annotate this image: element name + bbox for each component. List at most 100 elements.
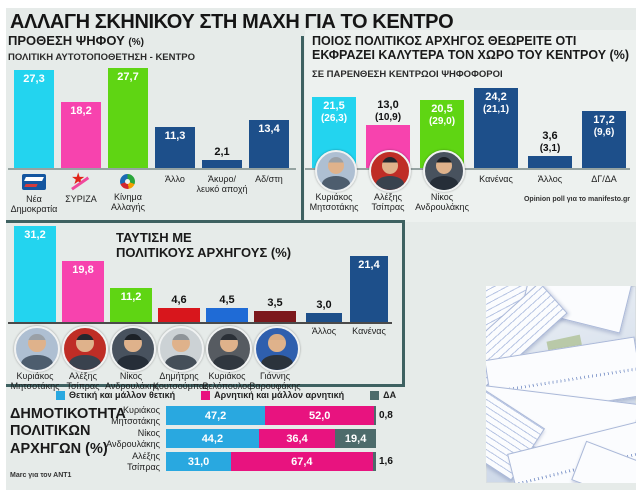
divider-horizontal-lower xyxy=(6,384,405,387)
segment-da xyxy=(372,452,376,471)
bar-value: 3,0 xyxy=(316,298,332,311)
bar-velopoulos: 4,5 xyxy=(206,294,248,322)
bar-value: 18,2 xyxy=(70,105,92,118)
divider-vertical-middle xyxy=(402,220,405,387)
category-label: Κίνημα Αλλαγής xyxy=(111,192,145,213)
x-axis xyxy=(8,168,296,170)
divider-horizontal-upper xyxy=(6,220,405,223)
category-label: Κυριάκος Βελόπουλος xyxy=(202,371,252,392)
bar-varoufakis: 3,5 xyxy=(254,297,296,322)
bar-blank: 2,1 xyxy=(202,146,242,168)
popularity-title: ΔΗΜΟΤΙΚΟΤΗΤΑ ΠΟΛΙΤΙΚΩΝ ΑΡΧΗΓΩΝ (%) xyxy=(10,406,126,457)
bar-subvalue: (21,1) xyxy=(482,104,510,116)
legend-item-da: ΔΑ xyxy=(370,390,396,400)
bar-nobody: 21,4 xyxy=(350,256,388,322)
category-label: Κυριάκος Μητσοτάκης xyxy=(309,192,359,213)
popularity-row-tsipras: Αλέξης Τσίπρας 31,0 67,4 1,6 xyxy=(8,451,478,471)
category-label: Δημήτρης Κουτσούμπας xyxy=(153,371,209,392)
bar-value: 17,2 xyxy=(593,114,615,127)
category-label: Γιάννης Βαρουφάκης xyxy=(249,371,301,392)
category-label: ΔΓ/ΔΑ xyxy=(591,174,617,184)
bar-value: 4,5 xyxy=(219,294,235,307)
bar-value: 13,4 xyxy=(258,122,280,135)
category-label: Κανένας xyxy=(352,326,386,336)
bar-nd: 27,3 xyxy=(14,69,54,168)
tsipras-avatar-icon xyxy=(369,150,411,192)
varoufakis-avatar-icon xyxy=(254,326,300,372)
segment-positive: 47,2 xyxy=(166,406,266,425)
segment-negative: 52,0 xyxy=(265,406,375,425)
koutsoumpas-avatar-icon xyxy=(158,326,204,372)
vote-intention-subtitle: ΠΟΛΙΤΙΚΗ ΑΥΤΟΤΟΠΟΘΕΤΗΣΗ - ΚΕΝΤΡΟ xyxy=(8,51,196,63)
center-leader-chart: ΠΟΙΟΣ ΠΟΛΙΤΙΚΟΣ ΑΡΧΗΓΟΣ ΘΕΩΡΕΙΤΕ ΟΤΙ ΕΚΦ… xyxy=(305,34,636,220)
divider-vertical-top xyxy=(301,36,304,220)
bar-syriza: 18,2 xyxy=(61,102,101,168)
x-axis xyxy=(305,168,630,170)
bar-value: 20,5 xyxy=(431,103,453,116)
bar-subvalue: (3,1) xyxy=(539,143,561,155)
identification-title: ΤΑΥΤΙΣΗ ΜΕ ΠΟΛΙΤΙΚΟΥΣ ΑΡΧΗΓΟΥΣ (%) xyxy=(116,230,292,260)
mitsotakis-avatar-icon xyxy=(315,150,357,192)
bar-koutsoumpas: 4,6 xyxy=(158,294,200,322)
bar-value: 21,4 xyxy=(358,259,380,272)
row-label: Κυριάκος Μητσοτάκης xyxy=(111,405,160,426)
vote-intention-title: ΠΡΟΘΕΣΗ ΨΗΦΟΥ (%) xyxy=(8,33,144,48)
bar-value: 11,3 xyxy=(164,130,186,143)
segment-positive: 44,2 xyxy=(166,429,259,448)
bar-value: 3,6 xyxy=(542,129,558,142)
mitsotakis-avatar-icon xyxy=(14,326,60,372)
bar-other: 3,0 xyxy=(306,299,342,322)
bar-mitsotakis: 31,2 xyxy=(14,226,56,322)
popularity-row-mitsotakis: Κυριάκος Μητσοτάκης 47,2 52,0 0,8 xyxy=(8,405,478,426)
category-label: Κανένας xyxy=(479,174,513,184)
bar-value: 31,2 xyxy=(24,229,46,242)
bar-value: 4,6 xyxy=(171,293,187,306)
category-label: Αδ/στη xyxy=(255,174,283,184)
trailing-value: 1,6 xyxy=(378,456,393,467)
bar-subvalue: (26,3) xyxy=(320,113,348,125)
bar-value: 13,0 xyxy=(377,98,399,111)
trailing-value: 0,8 xyxy=(378,410,393,421)
legend-swatch-positive xyxy=(56,390,65,400)
androulakis-avatar-icon xyxy=(110,326,156,372)
row-label: Νίκος Ανδρουλάκης xyxy=(106,428,160,449)
popularity-chart: Θετική και μάλλον θετική Αρνητική και μά… xyxy=(8,388,478,488)
bar-value: 27,3 xyxy=(23,72,45,85)
bar-other: 11,3 xyxy=(155,127,195,168)
bar-value: 27,7 xyxy=(117,71,139,84)
identification-chart: ΤΑΥΤΙΣΗ ΜΕ ΠΟΛΙΤΙΚΟΥΣ ΑΡΧΗΓΟΥΣ (%) 31,2 … xyxy=(8,225,400,391)
pollster-credit: Opinion poll για το manifesto.gr xyxy=(523,196,630,203)
percent-unit: (%) xyxy=(128,37,144,48)
bar-nobody: 24,2 (21,1) xyxy=(474,88,518,168)
bar-other: 3,6 (3,1) xyxy=(528,130,572,168)
category-label: Νίκος Ανδρουλάκης xyxy=(415,192,469,213)
velopoulos-avatar-icon xyxy=(206,326,252,372)
pollster-credit: Marc για τον ΑΝΤ1 xyxy=(10,472,72,479)
bar-subvalue: (10,9) xyxy=(374,112,402,124)
bar-undecided: 13,4 xyxy=(249,119,289,168)
legend-item-positive: Θετική και μάλλον θετική xyxy=(56,390,175,400)
category-label: Κυριάκος Μητσοτάκης xyxy=(10,371,60,392)
bar-androulakis: 11,2 xyxy=(110,287,152,322)
syriza-logo-icon xyxy=(71,169,91,192)
popularity-row-androulakis: Νίκος Ανδρουλάκης 44,2 36,4 19,4 xyxy=(8,428,478,449)
legend-label: Θετική και μάλλον θετική xyxy=(69,390,176,400)
legend-item-negative: Αρνητική και μάλλον αρνητική xyxy=(201,390,344,400)
category-label: Άλλο xyxy=(165,174,185,184)
bar-kinal: 27,7 xyxy=(108,68,148,168)
tsipras-avatar-icon xyxy=(62,326,108,372)
category-label: Άλλος xyxy=(311,326,337,336)
category-label: Αλέξης Τσίπρας xyxy=(371,192,405,213)
page-title: ΑΛΛΑΓΗ ΣΚΗΝΙΚΟΥ ΣΤΗ ΜΑΧΗ ΓΙΑ ΤΟ ΚΕΝΤΡΟ xyxy=(10,11,454,33)
bar-value: 19,8 xyxy=(72,264,94,277)
category-label: Αλέξης Τσίπρας xyxy=(66,371,100,392)
category-label: ΣΥΡΙΖΑ xyxy=(65,194,97,204)
bar-value: 24,2 xyxy=(485,91,507,104)
segment-da xyxy=(374,406,376,425)
bar-value: 3,5 xyxy=(267,297,283,310)
bar-subvalue: (9,6) xyxy=(593,127,615,139)
legend-swatch-negative xyxy=(201,390,211,400)
vote-intention-chart: ΠΡΟΘΕΣΗ ΨΗΦΟΥ (%) ΠΟΛΙΤΙΚΗ ΑΥΤΟΤΟΠΟΘΕΤΗΣ… xyxy=(8,33,300,220)
bar-value: 11,2 xyxy=(120,290,142,303)
